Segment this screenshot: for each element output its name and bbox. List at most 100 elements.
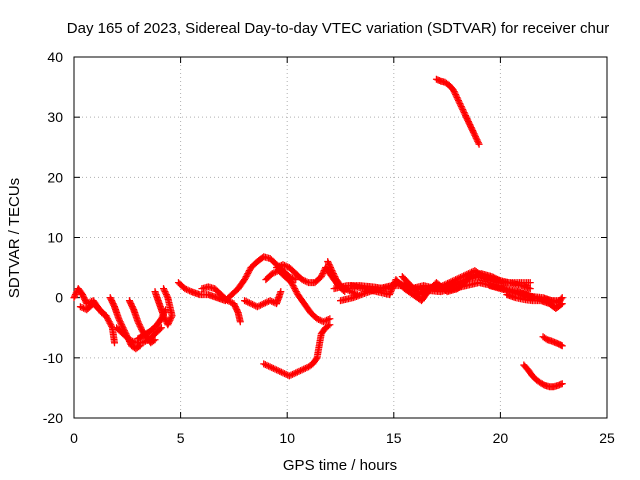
series-arc-neg-2 xyxy=(520,361,566,391)
data-point xyxy=(249,300,257,308)
data-point xyxy=(452,91,460,99)
data-point xyxy=(70,294,78,302)
data-point xyxy=(160,285,168,293)
data-point xyxy=(125,336,133,344)
series-arc-early-2 xyxy=(76,300,119,347)
data-point xyxy=(159,312,167,320)
data-point xyxy=(279,369,287,377)
data-point xyxy=(104,316,112,324)
data-point xyxy=(265,362,273,370)
data-point xyxy=(255,302,263,310)
data-point xyxy=(182,285,190,293)
data-point xyxy=(292,288,300,296)
data-point xyxy=(135,321,143,329)
data-point xyxy=(106,294,114,302)
data-point xyxy=(242,273,250,281)
data-point xyxy=(462,112,470,120)
data-point xyxy=(475,140,483,148)
data-point xyxy=(324,322,332,330)
data-point xyxy=(316,316,324,324)
data-point xyxy=(138,339,146,347)
data-point xyxy=(297,367,305,375)
data-point xyxy=(79,292,87,300)
data-point xyxy=(300,365,308,373)
data-point xyxy=(232,304,240,312)
data-point xyxy=(463,115,471,123)
y-tick-label: 40 xyxy=(47,49,63,65)
data-point xyxy=(292,369,300,377)
data-point xyxy=(290,275,298,283)
data-point xyxy=(324,259,332,267)
data-point xyxy=(104,315,112,323)
x-tick-label: 15 xyxy=(386,430,402,446)
data-point xyxy=(260,360,268,368)
series-arc-early-6 xyxy=(151,285,176,329)
data-point xyxy=(474,137,482,145)
data-points xyxy=(70,75,566,391)
data-point xyxy=(319,318,327,326)
data-point xyxy=(469,128,477,136)
data-point xyxy=(231,303,239,311)
data-point xyxy=(287,279,295,287)
data-point xyxy=(318,271,326,279)
data-point xyxy=(273,264,281,272)
y-axis-label: SDTVAR / TECUs xyxy=(6,178,23,298)
data-point xyxy=(261,361,269,369)
series-arc-mid-4 xyxy=(241,288,285,311)
data-point xyxy=(245,299,253,307)
data-point xyxy=(301,364,309,372)
data-point xyxy=(300,276,308,284)
data-point xyxy=(277,288,285,296)
data-point xyxy=(467,124,475,132)
data-point xyxy=(108,298,116,306)
data-point xyxy=(230,300,238,308)
data-point xyxy=(108,322,116,330)
data-point xyxy=(472,134,480,142)
data-point xyxy=(288,280,296,288)
data-point xyxy=(241,274,249,282)
data-point xyxy=(454,95,462,103)
data-point xyxy=(281,370,289,378)
y-tick-label: 30 xyxy=(47,109,63,125)
data-point xyxy=(161,307,169,315)
data-point xyxy=(289,282,297,290)
y-tick-label: -10 xyxy=(43,350,63,366)
data-point xyxy=(325,261,333,269)
data-point xyxy=(331,273,339,281)
data-point xyxy=(323,316,331,324)
data-point xyxy=(474,139,482,147)
data-point xyxy=(455,98,463,106)
series-arc-mid-6 xyxy=(260,321,334,380)
data-point xyxy=(456,100,464,108)
data-point xyxy=(324,258,332,266)
data-point xyxy=(241,297,249,305)
data-point xyxy=(281,261,289,269)
chart-title: Day 165 of 2023, Sidereal Day-to-day VTE… xyxy=(67,20,609,37)
data-point xyxy=(449,86,457,94)
data-point xyxy=(289,370,297,378)
data-point xyxy=(285,372,293,380)
series-arc-high xyxy=(432,75,483,148)
data-point xyxy=(271,365,279,373)
data-point xyxy=(137,324,145,332)
data-point xyxy=(326,321,334,329)
data-point xyxy=(109,300,117,308)
data-point xyxy=(326,315,334,323)
data-point xyxy=(330,271,338,279)
data-point xyxy=(266,363,274,371)
data-point xyxy=(263,298,271,306)
data-point xyxy=(450,88,458,96)
data-point xyxy=(128,303,136,311)
data-point xyxy=(118,322,126,330)
data-point xyxy=(454,97,462,105)
data-point xyxy=(108,297,116,305)
data-point xyxy=(111,339,119,347)
data-point xyxy=(224,297,232,305)
data-point xyxy=(466,121,474,129)
data-point xyxy=(160,310,168,318)
data-point xyxy=(263,361,271,369)
data-point xyxy=(287,371,295,379)
data-point xyxy=(162,291,170,299)
data-point xyxy=(464,116,472,124)
data-point xyxy=(164,294,172,302)
